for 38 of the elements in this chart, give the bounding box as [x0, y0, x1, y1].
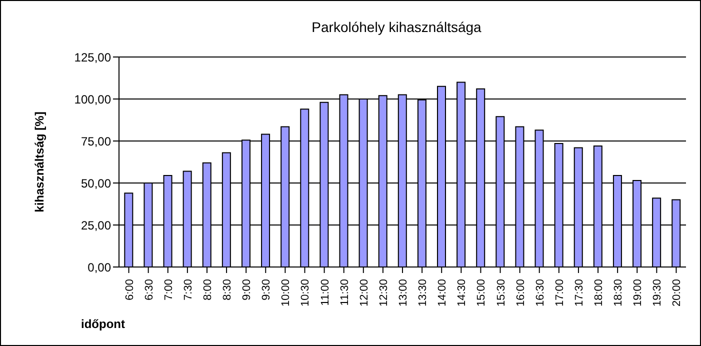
x-tick-label: 20:00 [671, 279, 684, 307]
y-tick-label: 125,00 [74, 50, 112, 64]
x-tick-label: 14:00 [436, 279, 449, 307]
x-tick-label: 7:00 [162, 279, 175, 300]
x-tick-label: 6:00 [124, 279, 136, 300]
y-tick-label: 75,00 [80, 134, 112, 148]
x-tick-label: 11:00 [319, 279, 332, 306]
x-tick-label: 17:00 [554, 279, 566, 307]
y-tick-label: 0,00 [88, 260, 112, 274]
x-tick-label: 15:00 [476, 279, 488, 307]
y-tick-label: 50,00 [80, 176, 112, 190]
x-tick-label: 13:00 [398, 279, 410, 307]
y-tick-label: 100,00 [74, 92, 112, 106]
x-tick-label: 11:30 [338, 279, 351, 306]
x-tick-label: 18:30 [612, 279, 625, 307]
x-tick-label: 9:00 [241, 279, 254, 300]
chart-title: Parkolóhely kihasználtsága [310, 19, 482, 35]
x-tick-label: 12:30 [378, 279, 390, 307]
y-tick-label: 25,00 [80, 218, 112, 232]
x-tick-label: 19:00 [632, 279, 644, 307]
x-tick-label: 18:00 [593, 279, 606, 307]
x-tick-label: 17:30 [573, 279, 586, 307]
x-tick-label: 16:30 [534, 279, 546, 307]
x-tick-label: 9:30 [260, 279, 273, 300]
x-tick-label: 13:30 [417, 279, 430, 307]
x-tick-label: 19:30 [652, 279, 664, 307]
x-tick-label: 15:30 [495, 279, 508, 307]
x-tick-label: 7:30 [182, 279, 194, 300]
y-axis-title: kihasználtság [%] [32, 112, 46, 212]
x-tick-label: 10:00 [280, 279, 292, 307]
x-tick-label: 10:30 [300, 279, 312, 307]
x-tick-label: 6:30 [143, 279, 156, 300]
x-tick-label: 8:30 [222, 279, 234, 300]
x-tick-label: 16:00 [514, 279, 527, 307]
x-tick-label: 14:30 [456, 279, 468, 307]
x-tick-label: 8:00 [202, 279, 214, 300]
x-axis-title: időpont [81, 317, 125, 331]
x-tick-label: 12:00 [358, 279, 370, 307]
